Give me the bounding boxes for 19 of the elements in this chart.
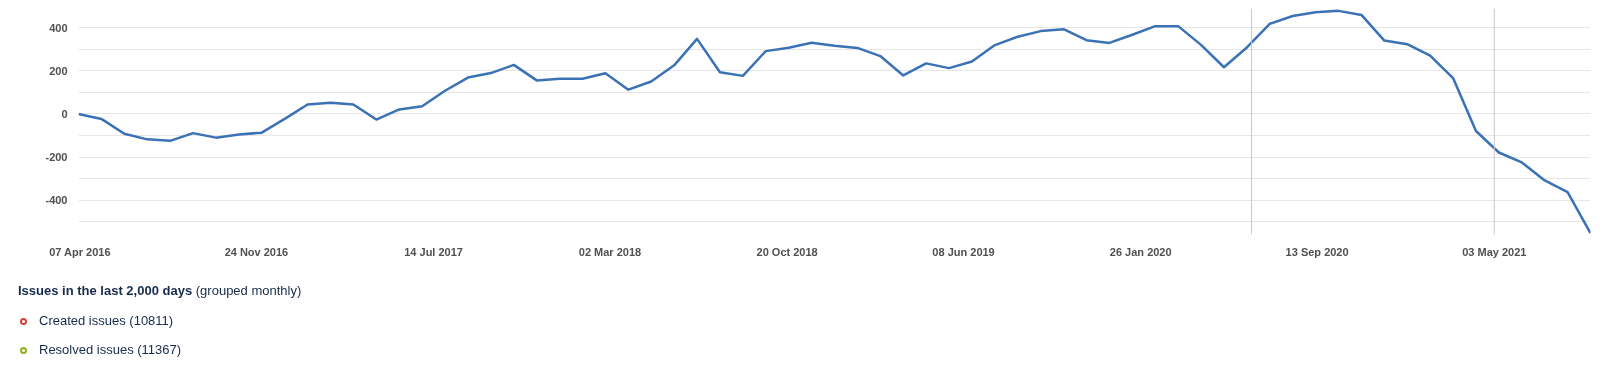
x-tick-label: 24 Nov 2016: [224, 245, 289, 258]
line-series: [78, 9, 1591, 235]
x-tick-label: 08 Jun 2019: [932, 245, 995, 258]
y-tick-label: 200: [49, 64, 68, 77]
y-tick-label: -400: [45, 194, 68, 207]
x-tick-label: 14 Jul 2017: [404, 245, 463, 258]
y-tick-label: 0: [61, 107, 68, 120]
x-tick-label: 20 Oct 2018: [756, 245, 818, 258]
text: Created issues (10811): [39, 312, 174, 328]
x-tick-label: 13 Sep 2020: [1285, 245, 1349, 258]
text: Resolved issues (11367): [39, 342, 182, 358]
x-tick-label: 26 Jan 2020: [1109, 245, 1172, 258]
text: (grouped monthly): [195, 283, 302, 298]
x-tick-label: 03 May 2021: [1462, 245, 1527, 258]
x-tick-label: 07 Apr 2016: [49, 245, 111, 258]
y-tick-label: 400: [49, 21, 68, 34]
x-tick-label: 02 Mar 2018: [578, 245, 642, 258]
y-tick-label: -200: [45, 151, 68, 164]
text: Issues in the last 2,000 days: [18, 283, 193, 298]
